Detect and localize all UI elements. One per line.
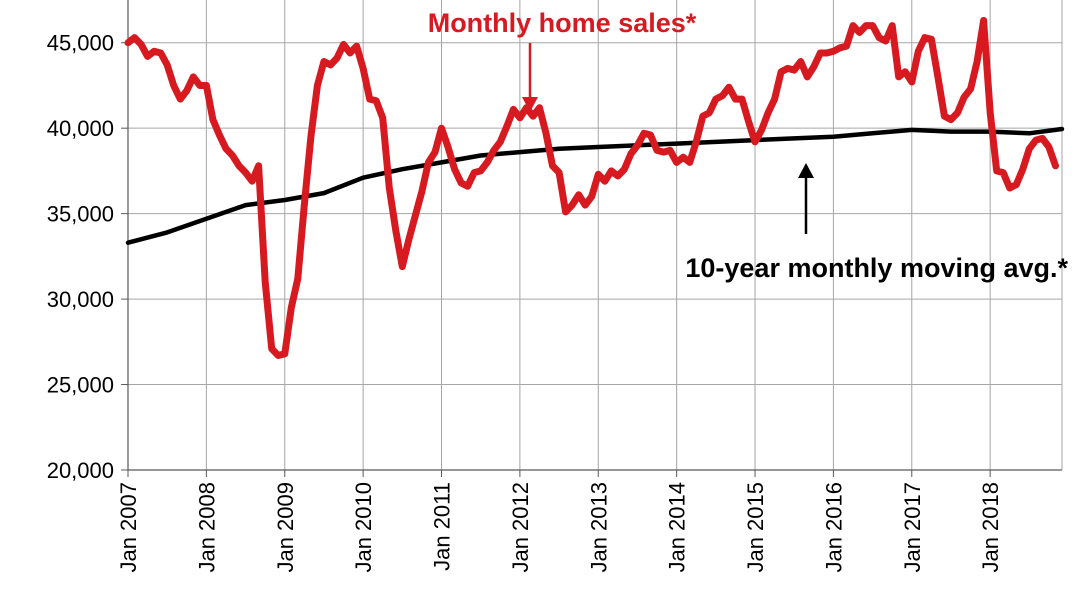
x-tick-label: Jan 2011 <box>430 482 455 571</box>
y-tick-label: 30,000 <box>47 287 114 312</box>
y-axis-ticks: 20,000 25,000 30,000 35,000 40,000 45,000 <box>47 31 128 483</box>
series-line-monthly-home-sales <box>124 17 1059 359</box>
x-tick-label: Jan 2015 <box>743 482 768 573</box>
y-tick-label: 40,000 <box>47 116 114 141</box>
x-tick-label: Jan 2016 <box>821 482 846 573</box>
x-tick-label: Jan 2014 <box>665 482 690 573</box>
x-tick-label: Jan 2013 <box>586 482 611 573</box>
y-tick-label: 35,000 <box>47 202 114 227</box>
x-tick-label: Jan 2018 <box>978 482 1003 573</box>
annotation-arrowhead-sales <box>522 97 538 112</box>
annotation-moving-average: 10-year monthly moving avg.* <box>685 253 1068 283</box>
annotation-monthly-home-sales: Monthly home sales* <box>428 8 697 38</box>
y-tick-label: 25,000 <box>47 373 114 398</box>
x-tick-label: Jan 2008 <box>194 482 219 573</box>
series-line-moving-average <box>125 126 1065 245</box>
axes <box>127 0 1062 471</box>
series-lines <box>124 17 1065 359</box>
x-tick-label: Jan 2010 <box>351 482 376 573</box>
gridlines <box>127 0 1063 471</box>
y-tick-label: 20,000 <box>47 458 114 483</box>
y-tick-label: 45,000 <box>47 31 114 56</box>
annotations: Monthly home sales* 10-year monthly movi… <box>428 8 1069 283</box>
annotation-arrowhead-average <box>798 163 814 178</box>
x-tick-label: Jan 2017 <box>900 482 925 573</box>
x-tick-label: Jan 2007 <box>116 482 141 573</box>
x-tick-label: Jan 2012 <box>508 482 533 573</box>
x-tick-label: Jan 2009 <box>273 482 298 573</box>
x-axis-ticks: Jan 2007 Jan 2008 Jan 2009 Jan 2010 Jan 2011… <box>116 470 1003 573</box>
